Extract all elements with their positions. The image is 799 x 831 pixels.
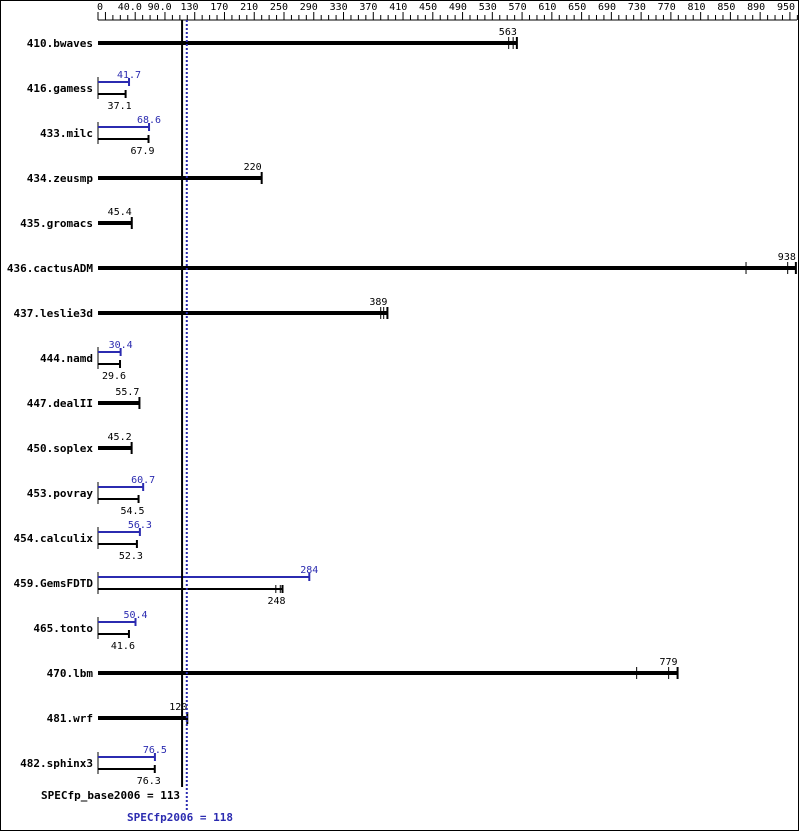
base-value-label: 67.9 (130, 146, 154, 157)
category-label: 465.tonto (33, 622, 93, 635)
x-tick-label: 410 (389, 2, 407, 13)
x-tick-label: 210 (240, 2, 258, 13)
base-value-label: 41.6 (111, 641, 135, 652)
base-value-label: 37.1 (108, 101, 132, 112)
peak-value-label: 41.7 (117, 70, 141, 81)
x-tick-label: 730 (628, 2, 646, 13)
x-tick-label: 530 (479, 2, 497, 13)
x-tick-label: 810 (687, 2, 705, 13)
category-label: 450.soplex (27, 442, 94, 455)
peak-value-label: 68.6 (137, 115, 161, 126)
category-label: 447.dealII (27, 397, 93, 410)
category-label: 410.bwaves (27, 37, 93, 50)
x-tick-label: 490 (449, 2, 467, 13)
x-tick-label: 330 (330, 2, 348, 13)
base-value-label: 45.2 (108, 432, 132, 443)
x-tick-label: 690 (598, 2, 616, 13)
x-tick-label: 370 (359, 2, 377, 13)
base-value-label: 76.3 (137, 776, 161, 787)
category-label: 470.lbm (47, 667, 94, 680)
category-label: 437.leslie3d (14, 307, 93, 320)
x-tick-label: 290 (300, 2, 318, 13)
x-tick-label: 850 (717, 2, 735, 13)
x-tick-label: 130 (180, 2, 198, 13)
base-value-label: 45.4 (108, 207, 132, 218)
base-value-label: 120 (169, 702, 187, 713)
category-label: 435.gromacs (20, 217, 93, 230)
x-tick-label: 890 (747, 2, 765, 13)
peak-value-label: 50.4 (123, 610, 147, 621)
x-tick-label: 570 (509, 2, 527, 13)
base-value-label: 779 (660, 657, 678, 668)
peak-value-label: 76.5 (143, 745, 167, 756)
category-label: 433.milc (40, 127, 93, 140)
base-value-label: 220 (244, 162, 262, 173)
category-label: 459.GemsFDTD (14, 577, 94, 590)
category-label: 444.namd (40, 352, 93, 365)
x-tick-label: 950 (777, 2, 795, 13)
base-value-label: 938 (778, 252, 796, 263)
x-tick-label: 0 (97, 2, 103, 13)
x-tick-label: 650 (568, 2, 586, 13)
x-tick-label: 610 (538, 2, 556, 13)
x-tick-label: 770 (658, 2, 676, 13)
peak-score-label: SPECfp2006 = 118 (127, 811, 233, 824)
x-tick-label: 450 (419, 2, 437, 13)
category-label: 454.calculix (14, 532, 94, 545)
base-value-label: 54.5 (121, 506, 145, 517)
base-value-label: 29.6 (102, 371, 126, 382)
peak-value-label: 284 (300, 565, 318, 576)
x-tick-label: 250 (270, 2, 288, 13)
category-label: 481.wrf (47, 712, 93, 725)
x-tick-label: 170 (210, 2, 228, 13)
base-value-label: 248 (267, 596, 285, 607)
category-label: 434.zeusmp (27, 172, 94, 185)
category-label: 453.povray (27, 487, 94, 500)
peak-value-label: 60.7 (131, 475, 155, 486)
base-value-label: 52.3 (119, 551, 143, 562)
base-value-label: 389 (369, 297, 387, 308)
category-label: 416.gamess (27, 82, 93, 95)
category-label: 482.sphinx3 (20, 757, 93, 770)
base-value-label: 55.7 (115, 387, 139, 398)
base-score-label: SPECfp_base2006 = 113 (41, 789, 180, 802)
category-label: 436.cactusADM (7, 262, 93, 275)
x-tick-label: 90.0 (148, 2, 172, 13)
base-value-label: 563 (499, 27, 517, 38)
x-tick-label: 40.0 (118, 2, 142, 13)
peak-value-label: 56.3 (128, 520, 152, 531)
peak-value-label: 30.4 (109, 340, 133, 351)
